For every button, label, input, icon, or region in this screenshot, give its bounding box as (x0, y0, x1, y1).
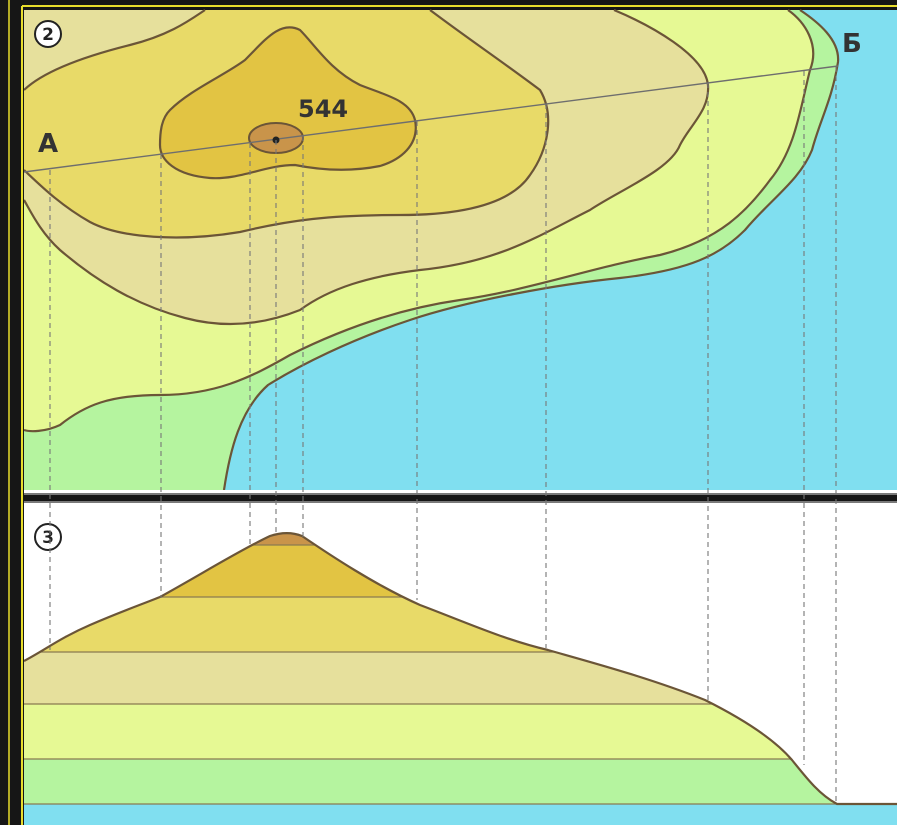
profile-band-lowest (24, 759, 897, 804)
panel-number-profile: 3 (42, 528, 54, 548)
left-margin (0, 0, 24, 825)
point-a-label: А (38, 129, 58, 159)
profile-band-water (24, 804, 897, 825)
point-b-label: Б (842, 29, 862, 59)
elevation-profile: 3 (24, 500, 897, 825)
summit-elevation-label: 544 (298, 95, 348, 123)
contour-map: 544 А Б 2 (24, 10, 897, 490)
panel-number-map: 2 (42, 25, 54, 45)
top-margin (22, 0, 897, 5)
